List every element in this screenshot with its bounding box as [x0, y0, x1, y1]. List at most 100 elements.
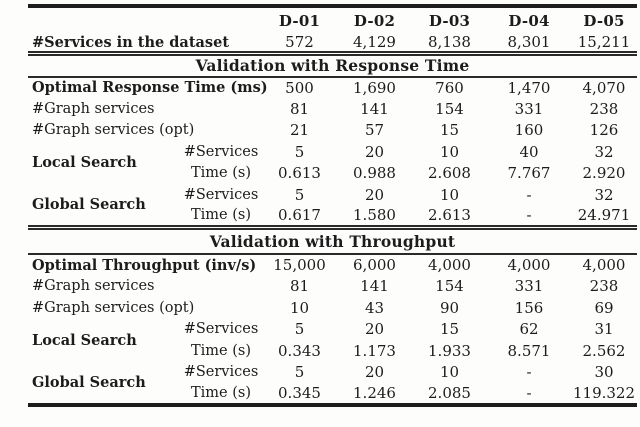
value-cell: 126 [589, 121, 619, 140]
value-cell: 10 [439, 363, 460, 382]
value-cell: 2.613 [428, 206, 471, 224]
value-cell: 331 [514, 277, 544, 296]
value-cell: 1,470 [507, 78, 551, 97]
value-cell: 81 [289, 99, 310, 118]
value-cell: 8,138 [428, 33, 471, 51]
local-search-time-row: Time (s) 0.613 0.988 2.608 7.767 2.920 [28, 163, 637, 185]
value-cell: 572 [285, 33, 314, 51]
section-title-response-time: Validation with Response Time [195, 56, 470, 76]
value-cell: 2.920 [582, 164, 626, 183]
global-search-time-row: Time (s) 0.345 1.246 2.085 - 119.322 [28, 383, 637, 405]
value-cell: 2.562 [582, 341, 626, 360]
value-cell: 32 [594, 142, 614, 161]
value-cell: - [526, 185, 532, 204]
value-cell: 20 [364, 363, 385, 382]
value-cell: 1.173 [353, 341, 396, 360]
value-cell: 32 [594, 185, 614, 204]
value-cell: 15 [439, 121, 460, 140]
row-label-optimal-response-time: Optimal Response Time (ms) [32, 79, 268, 97]
value-cell: 15 [439, 320, 460, 339]
col-header-d-05: D-05 [583, 11, 625, 30]
value-cell: 2.608 [428, 164, 471, 183]
value-cell: 20 [364, 185, 385, 204]
value-cell: 20 [364, 142, 385, 161]
sublabel-time: Time (s) [190, 342, 251, 359]
value-cell: 57 [364, 121, 385, 140]
sublabel-time: Time (s) [190, 207, 251, 223]
value-cell: 8.571 [507, 341, 551, 360]
row-label-global-search: Global Search [32, 373, 146, 391]
value-cell: 331 [514, 99, 544, 118]
value-cell: 1.580 [353, 206, 396, 224]
value-cell: 500 [285, 78, 314, 97]
value-cell: 15,000 [273, 256, 326, 275]
local-search-time-row: Time (s) 0.343 1.173 1.933 8.571 2.562 [28, 340, 637, 362]
value-cell: 4,070 [582, 78, 626, 97]
value-cell: 31 [594, 320, 614, 339]
value-cell: 21 [289, 121, 310, 140]
global-search-services-row: Global Search #Services 5 20 10 - 30 [28, 362, 637, 390]
sublabel-services: #Services [183, 321, 259, 338]
value-cell: 10 [439, 185, 460, 204]
value-cell: 4,129 [353, 33, 396, 51]
value-cell: 6,000 [353, 256, 396, 275]
row-label-graph-services: #Graph services [32, 100, 155, 117]
value-cell: 81 [289, 277, 310, 296]
row-label-graph-services-opt: #Graph services (opt) [32, 299, 195, 316]
value-cell: 154 [435, 277, 464, 296]
value-cell: 156 [514, 298, 544, 317]
value-cell: 2.085 [428, 383, 471, 402]
row-label-local-search: Local Search [32, 331, 137, 349]
value-cell: - [526, 363, 532, 382]
section-title-throughput: Validation with Throughput [209, 231, 456, 251]
value-cell: 10 [439, 142, 460, 161]
value-cell: 24.971 [577, 206, 631, 224]
value-cell: 0.613 [278, 164, 321, 183]
row-label-graph-services-opt: #Graph services (opt) [32, 122, 195, 139]
row-label-graph-services: #Graph services [32, 278, 155, 295]
value-cell: 5 [294, 185, 305, 204]
sublabel-time: Time (s) [190, 165, 251, 182]
optimal-throughput-row: Optimal Throughput (inv/s) 15,000 6,000 … [28, 254, 637, 276]
value-cell: 4,000 [428, 256, 471, 275]
value-cell: 90 [439, 298, 460, 317]
value-cell: 0.343 [278, 341, 321, 360]
value-cell: 43 [364, 298, 385, 317]
value-cell: 69 [594, 298, 614, 317]
dataset-services-label: #Services in the dataset [32, 33, 230, 51]
value-cell: 238 [589, 99, 619, 118]
graph-services-row: #Graph services 81 141 154 331 238 [28, 98, 637, 120]
value-cell: 20 [364, 320, 385, 339]
value-cell: 141 [360, 277, 389, 296]
section-row-throughput: Validation with Throughput [28, 227, 637, 254]
graph-services-row: #Graph services 81 141 154 331 238 [28, 276, 637, 298]
validation-results-table: D-01 D-02 D-03 D-04 D-05 #Services in th… [28, 4, 637, 407]
dataset-services-row: #Services in the dataset 572 4,129 8,138… [28, 33, 637, 54]
graph-services-opt-row: #Graph services (opt) 10 43 90 156 69 [28, 297, 637, 319]
value-cell: 10 [289, 298, 310, 317]
value-cell: 30 [594, 363, 614, 382]
value-cell: 5 [294, 142, 305, 161]
local-search-services-row: Local Search #Services 5 20 15 62 31 [28, 319, 637, 348]
value-cell: 7.767 [507, 164, 551, 183]
value-cell: 15,211 [577, 33, 631, 51]
value-cell: 0.988 [353, 164, 396, 183]
value-cell: 5 [294, 320, 305, 339]
global-search-time-row: Time (s) 0.617 1.580 2.613 - 24.971 [28, 206, 637, 228]
sublabel-services: #Services [183, 186, 259, 203]
value-cell: 0.617 [278, 206, 321, 224]
value-cell: 760 [435, 78, 464, 97]
header-spacer [28, 6, 262, 33]
col-header-d-03: D-03 [428, 11, 471, 30]
local-search-services-row: Local Search #Services 5 20 10 40 32 [28, 141, 637, 171]
graph-services-opt-row: #Graph services (opt) 21 57 15 160 126 [28, 120, 637, 142]
sublabel-services: #Services [183, 364, 259, 381]
value-cell: - [526, 383, 532, 402]
value-cell: 119.322 [572, 383, 636, 402]
value-cell: 8,301 [507, 33, 551, 51]
sublabel-time: Time (s) [190, 384, 251, 401]
global-search-services-row: Global Search #Services 5 20 10 - 32 [28, 184, 637, 213]
value-cell: - [526, 206, 532, 224]
value-cell: 40 [519, 142, 539, 161]
